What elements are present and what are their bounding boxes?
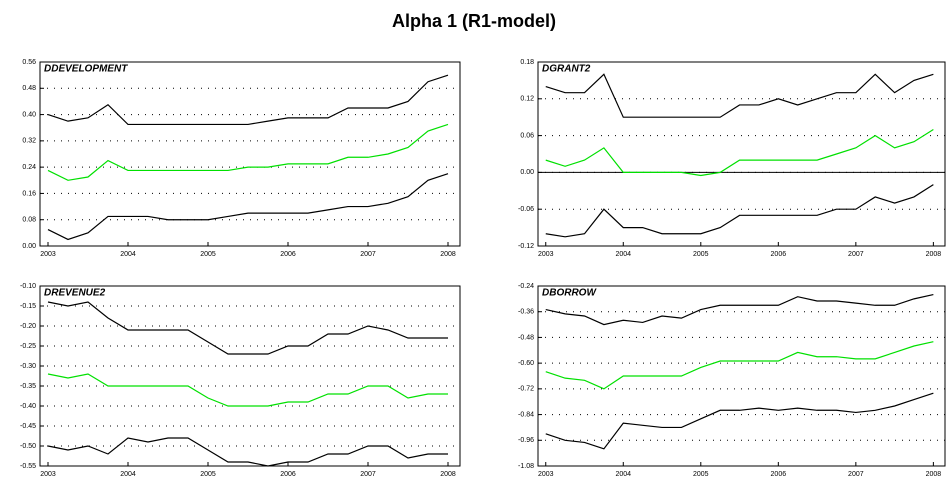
panel-title-box xyxy=(41,63,132,75)
panel-title: DREVENUE2 xyxy=(44,288,106,299)
x-tick-label: 2004 xyxy=(120,471,136,478)
series-line xyxy=(545,293,934,326)
y-tick-label: -0.55 xyxy=(20,463,36,470)
panel-title: DDEVELOPMENT xyxy=(44,64,128,75)
y-tick-label: -0.06 xyxy=(518,206,534,213)
x-tick-label: 2007 xyxy=(360,471,376,478)
y-tick-label: 0.40 xyxy=(22,111,36,118)
x-tick-label: 2008 xyxy=(440,471,456,478)
y-tick-label: -0.10 xyxy=(20,283,36,290)
series-line xyxy=(47,437,448,467)
y-tick-label: 0.56 xyxy=(22,59,36,66)
x-tick-label: 2006 xyxy=(771,251,787,258)
y-tick-label: 0.06 xyxy=(520,132,534,139)
y-tick-label: -0.72 xyxy=(518,386,534,393)
y-tick-label: 0.24 xyxy=(22,164,36,171)
y-tick-label: -0.15 xyxy=(20,303,36,310)
series-line xyxy=(47,123,449,181)
x-tick-label: 2004 xyxy=(120,251,136,258)
series-line xyxy=(545,73,934,118)
y-tick-label: -0.50 xyxy=(20,443,36,450)
x-tick-label: 2007 xyxy=(848,251,864,258)
series-line xyxy=(47,373,448,407)
x-tick-label: 2005 xyxy=(693,251,709,258)
x-tick-label: 2007 xyxy=(848,471,864,478)
panel-title: DBORROW xyxy=(542,288,597,299)
x-tick-label: 2003 xyxy=(40,251,56,258)
panel-title-box xyxy=(539,63,594,75)
x-tick-label: 2003 xyxy=(40,471,56,478)
x-tick-label: 2005 xyxy=(693,471,709,478)
y-tick-label: -0.20 xyxy=(20,323,36,330)
panel-title-box xyxy=(539,287,601,299)
x-tick-label: 2006 xyxy=(280,251,296,258)
y-tick-label: -0.25 xyxy=(20,343,36,350)
y-tick-label: -0.30 xyxy=(20,363,36,370)
x-tick-label: 2008 xyxy=(926,251,942,258)
series-line xyxy=(47,173,449,241)
y-tick-label: -1.08 xyxy=(518,463,534,470)
y-tick-label: 0.08 xyxy=(22,217,36,224)
y-tick-label: 0.00 xyxy=(520,169,534,176)
series-line xyxy=(545,184,934,238)
y-tick-label: 0.00 xyxy=(22,243,36,250)
y-tick-label: -0.60 xyxy=(518,360,534,367)
x-tick-label: 2004 xyxy=(615,471,631,478)
x-tick-label: 2008 xyxy=(926,471,942,478)
y-tick-label: -0.84 xyxy=(518,411,534,418)
y-tick-label: 0.16 xyxy=(22,190,36,197)
x-tick-label: 2004 xyxy=(615,251,631,258)
y-tick-label: 0.12 xyxy=(520,96,534,103)
y-tick-label: 0.48 xyxy=(22,85,36,92)
x-tick-label: 2008 xyxy=(440,251,456,258)
series-line xyxy=(545,392,934,450)
y-tick-label: -0.96 xyxy=(518,437,534,444)
plot-frame xyxy=(537,61,946,247)
y-tick-label: -0.40 xyxy=(20,403,36,410)
y-tick-label: -0.24 xyxy=(518,283,534,290)
plot-frame xyxy=(39,285,461,467)
x-tick-label: 2005 xyxy=(200,471,216,478)
series-line xyxy=(47,301,448,355)
x-tick-label: 2007 xyxy=(360,251,376,258)
panel-title-box xyxy=(41,287,109,299)
y-tick-label: 0.18 xyxy=(520,59,534,66)
y-tick-label: -0.36 xyxy=(518,309,534,316)
plot-frame xyxy=(39,61,461,247)
x-tick-label: 2003 xyxy=(538,471,554,478)
panel-title: DGRANT2 xyxy=(542,64,591,75)
y-tick-label: -0.45 xyxy=(20,423,36,430)
y-tick-label: -0.12 xyxy=(518,243,534,250)
x-tick-label: 2006 xyxy=(280,471,296,478)
plot-frame xyxy=(537,285,946,467)
series-line xyxy=(47,74,449,126)
series-line xyxy=(545,341,934,390)
y-tick-label: -0.48 xyxy=(518,334,534,341)
y-tick-label: -0.35 xyxy=(20,383,36,390)
x-tick-label: 2005 xyxy=(200,251,216,258)
x-tick-label: 2003 xyxy=(538,251,554,258)
y-tick-label: 0.32 xyxy=(22,138,36,145)
series-line xyxy=(545,128,934,177)
chart-title: Alpha 1 (R1-model) xyxy=(392,11,556,31)
x-tick-label: 2006 xyxy=(771,471,787,478)
